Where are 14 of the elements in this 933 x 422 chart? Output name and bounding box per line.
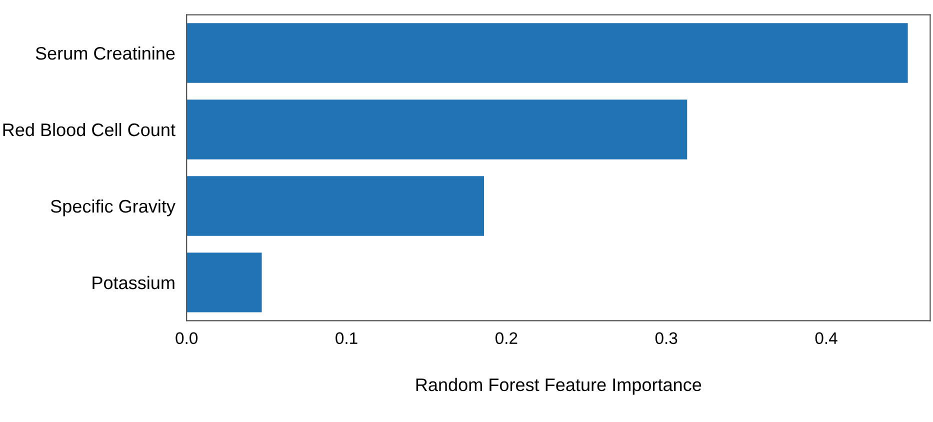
y-tick-label: Red Blood Cell Count (3, 122, 176, 136)
bar (186, 176, 484, 236)
x-tick-label: 0.3 (655, 332, 678, 344)
x-tick-label: 0.1 (336, 332, 358, 344)
bar (186, 252, 262, 312)
bar (186, 100, 688, 160)
bar (186, 23, 908, 83)
y-tick-label: Potassium (92, 276, 174, 290)
y-tick-label: Specific Gravity (50, 199, 176, 216)
x-tick-label: 0.2 (495, 332, 518, 344)
x-tick-label: 0.0 (176, 332, 198, 344)
x-tick-label: 0.4 (815, 332, 838, 344)
y-tick-label: Serum Creatinine (36, 46, 175, 60)
x-axis-title: Random Forest Feature Importance (416, 378, 702, 395)
